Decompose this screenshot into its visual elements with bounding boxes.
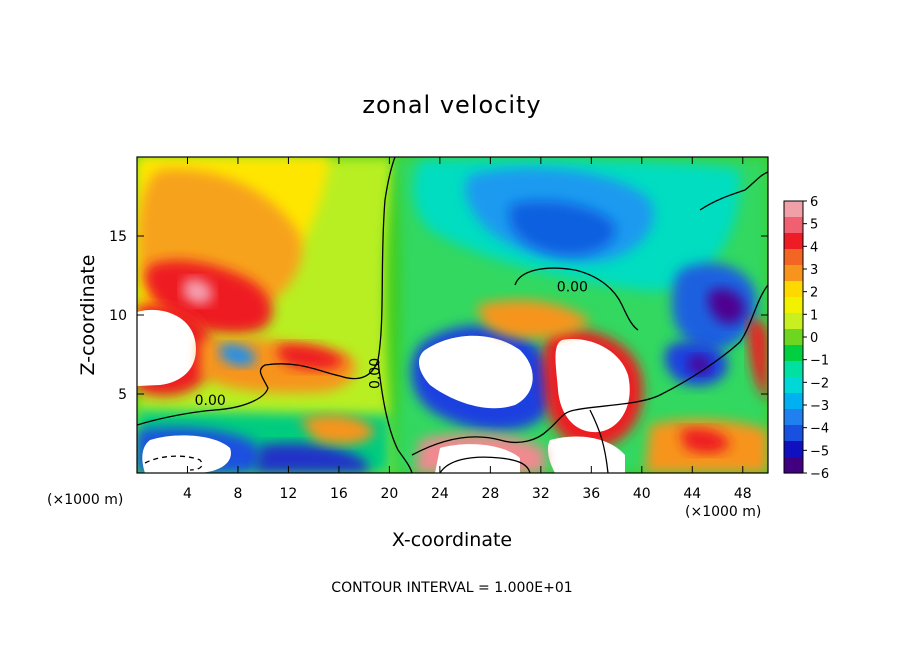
zero-contour-top-right: [699, 171, 768, 211]
blue-pocket-mid: [220, 344, 256, 367]
contour-label: 0.00: [195, 393, 226, 409]
colorbar-tick-label: 1: [810, 308, 818, 323]
x-axis-label: X-coordinate: [392, 529, 512, 551]
pink-core-upper-left: [183, 278, 213, 305]
colorbar-tick-label: −5: [810, 444, 829, 459]
red-band-mid: [277, 344, 345, 370]
y-axis: 5 10 15: [109, 229, 768, 403]
colorbar-swatch: [784, 297, 803, 314]
x-tick-label: 28: [481, 486, 499, 502]
colorbar-swatch: [784, 201, 803, 218]
plot-area: 0.00 0.00 0.00: [136, 156, 769, 474]
x-tick-label: 48: [734, 486, 752, 502]
zero-contour-upper-right: [514, 267, 639, 331]
deep-blue-top: [509, 201, 616, 256]
y-tick-label: 5: [118, 387, 127, 403]
colorbar: 6 5 4 3 2 1 0 −1 −2 −3 −4 −5 −6: [783, 195, 829, 482]
contour-labels: 0.00 0.00 0.00: [195, 279, 588, 409]
white-lower-left: [142, 435, 231, 473]
zero-contour-right: [411, 284, 768, 456]
y-axis-label: Z-coordinate: [77, 255, 99, 376]
thin-contour-lower-center: [439, 456, 531, 473]
colorbar-swatch: [784, 377, 803, 394]
colorbar-swatch: [784, 281, 803, 298]
zero-contour-center-lower: [377, 359, 413, 473]
chart-title: zonal velocity: [362, 91, 541, 119]
colorbar-swatch: [784, 361, 803, 378]
colorbar-swatch: [784, 393, 803, 410]
x-axis: 4 8 12 16 20 24 28 32 36 40 44 48: [183, 157, 752, 502]
y-tick-label: 15: [109, 229, 127, 245]
colorbar-swatch: [784, 409, 803, 426]
colorbar-tick-label: −3: [810, 399, 829, 414]
colorbar-swatch: [784, 425, 803, 442]
colorbar-tick-label: −6: [810, 467, 829, 482]
orange-pocket-low: [300, 414, 375, 445]
x-tick-label: 16: [330, 486, 348, 502]
colorbar-swatch: [784, 329, 803, 346]
colorbar-swatch: [784, 265, 803, 282]
y-tick-label: 10: [109, 308, 127, 324]
colorbar-tick-label: −2: [810, 376, 829, 391]
colorbar-tick-label: 4: [810, 240, 818, 255]
x-tick-label: 20: [380, 486, 398, 502]
contour-label: 0.00: [557, 279, 588, 295]
zero-contour-center: [137, 157, 396, 426]
x-tick-label: 8: [233, 486, 242, 502]
contour-interval-note: CONTOUR INTERVAL = 1.000E+01: [331, 580, 572, 596]
zero-contours: [137, 157, 768, 473]
white-center: [418, 335, 533, 409]
contour-label: 0.00: [367, 358, 383, 389]
x-unit-left: (×1000 m): [47, 492, 123, 508]
field-regions: [137, 157, 768, 473]
white-left: [137, 309, 196, 386]
white-lower-center: [435, 444, 520, 473]
white-lower-right: [547, 436, 625, 473]
x-tick-label: 4: [183, 486, 192, 502]
zero-contour-lower-right: [589, 409, 609, 473]
colorbar-swatch: [784, 441, 803, 458]
colorbar-swatch: [784, 345, 803, 362]
x-tick-label: 12: [280, 486, 298, 502]
orange-band-right: [478, 300, 590, 339]
x-tick-label: 40: [633, 486, 651, 502]
colorbar-tick-label: 0: [810, 331, 818, 346]
colorbar-tick-label: 6: [810, 195, 818, 210]
white-right: [555, 339, 630, 433]
colorbar-swatch: [784, 233, 803, 250]
blue-lower-mid: [255, 443, 370, 473]
colorbar-tick-label: 2: [810, 286, 818, 301]
red-lower-right: [680, 428, 730, 454]
colorbar-tick-label: 5: [810, 218, 818, 233]
colorbar-tick-label: −1: [810, 354, 829, 369]
colorbar-tick-label: 3: [810, 263, 818, 278]
x-tick-label: 44: [683, 486, 701, 502]
colorbar-tick-label: −4: [810, 422, 829, 437]
colorbar-swatch: [784, 457, 803, 474]
colorbar-swatch: [784, 249, 803, 266]
negative-contour-lower-left: [144, 455, 203, 471]
colorbar-swatch: [784, 217, 803, 234]
x-tick-label: 36: [582, 486, 600, 502]
red-edge-right: [748, 319, 768, 400]
x-tick-label: 32: [532, 486, 550, 502]
x-unit-right: (×1000 m): [685, 504, 761, 520]
x-tick-label: 24: [431, 486, 449, 502]
purple-min-right: [708, 288, 745, 324]
colorbar-swatch: [784, 313, 803, 330]
